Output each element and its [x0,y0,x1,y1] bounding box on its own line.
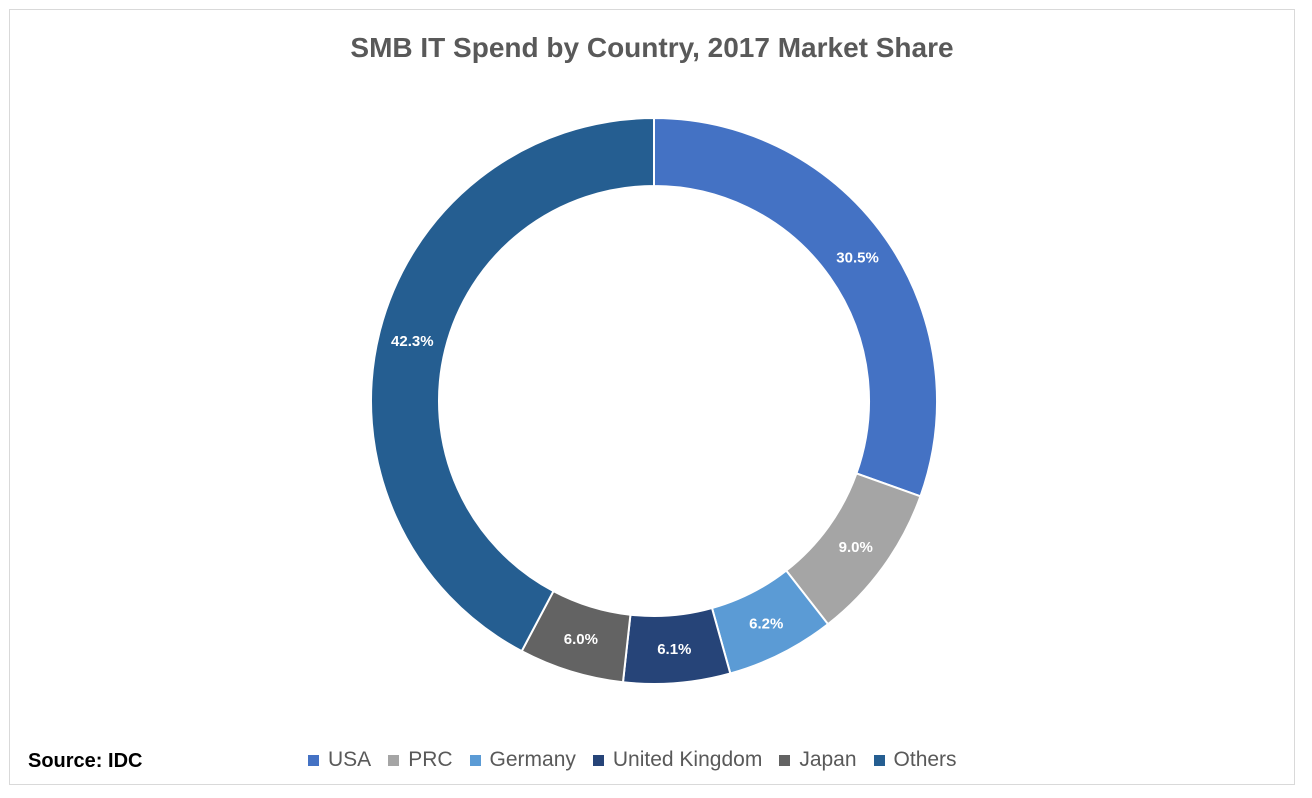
chart-legend: USA PRC Germany United Kingdom Japan Others [308,748,957,772]
legend-label: USA [328,748,372,771]
chart-title: SMB IT Spend by Country, 2017 Market Sha… [350,32,954,63]
data-label-germany: 6.2% [749,615,783,632]
chart-frame: SMB IT Spend by Country, 2017 Market Sha… [9,9,1295,785]
legend-item-others: Others [873,748,957,772]
legend-swatch [779,754,791,766]
data-label-japan: 6.0% [564,631,598,648]
data-label-prc: 9.0% [839,539,873,556]
legend-label: Others [893,748,957,771]
legend-item-germany: Germany [469,748,576,772]
slice-others [370,116,655,653]
legend-label: Germany [489,748,576,771]
legend-swatch [308,754,319,766]
data-label-united-kingdom: 6.1% [657,641,691,658]
legend-item-prc: PRC [388,748,453,772]
legend-item-united-kingdom: United Kingdom [592,748,763,772]
legend-item-japan: Japan [779,748,857,772]
legend-item-usa: USA [308,748,371,772]
legend-swatch [469,754,481,766]
source-note: Source: IDC [28,750,143,772]
data-label-others: 42.3% [391,333,434,350]
legend-label: PRC [408,748,453,771]
legend-swatch [592,754,604,766]
legend-label: Japan [799,748,857,771]
slice-usa [653,116,938,498]
donut-chart: 30.5% 9.0% 6.2% 6.1% 6.0% 42.3% [370,116,938,685]
legend-swatch [388,754,400,766]
legend-label: United Kingdom [612,748,763,771]
data-label-usa: 30.5% [836,250,879,267]
legend-swatch [873,754,885,766]
